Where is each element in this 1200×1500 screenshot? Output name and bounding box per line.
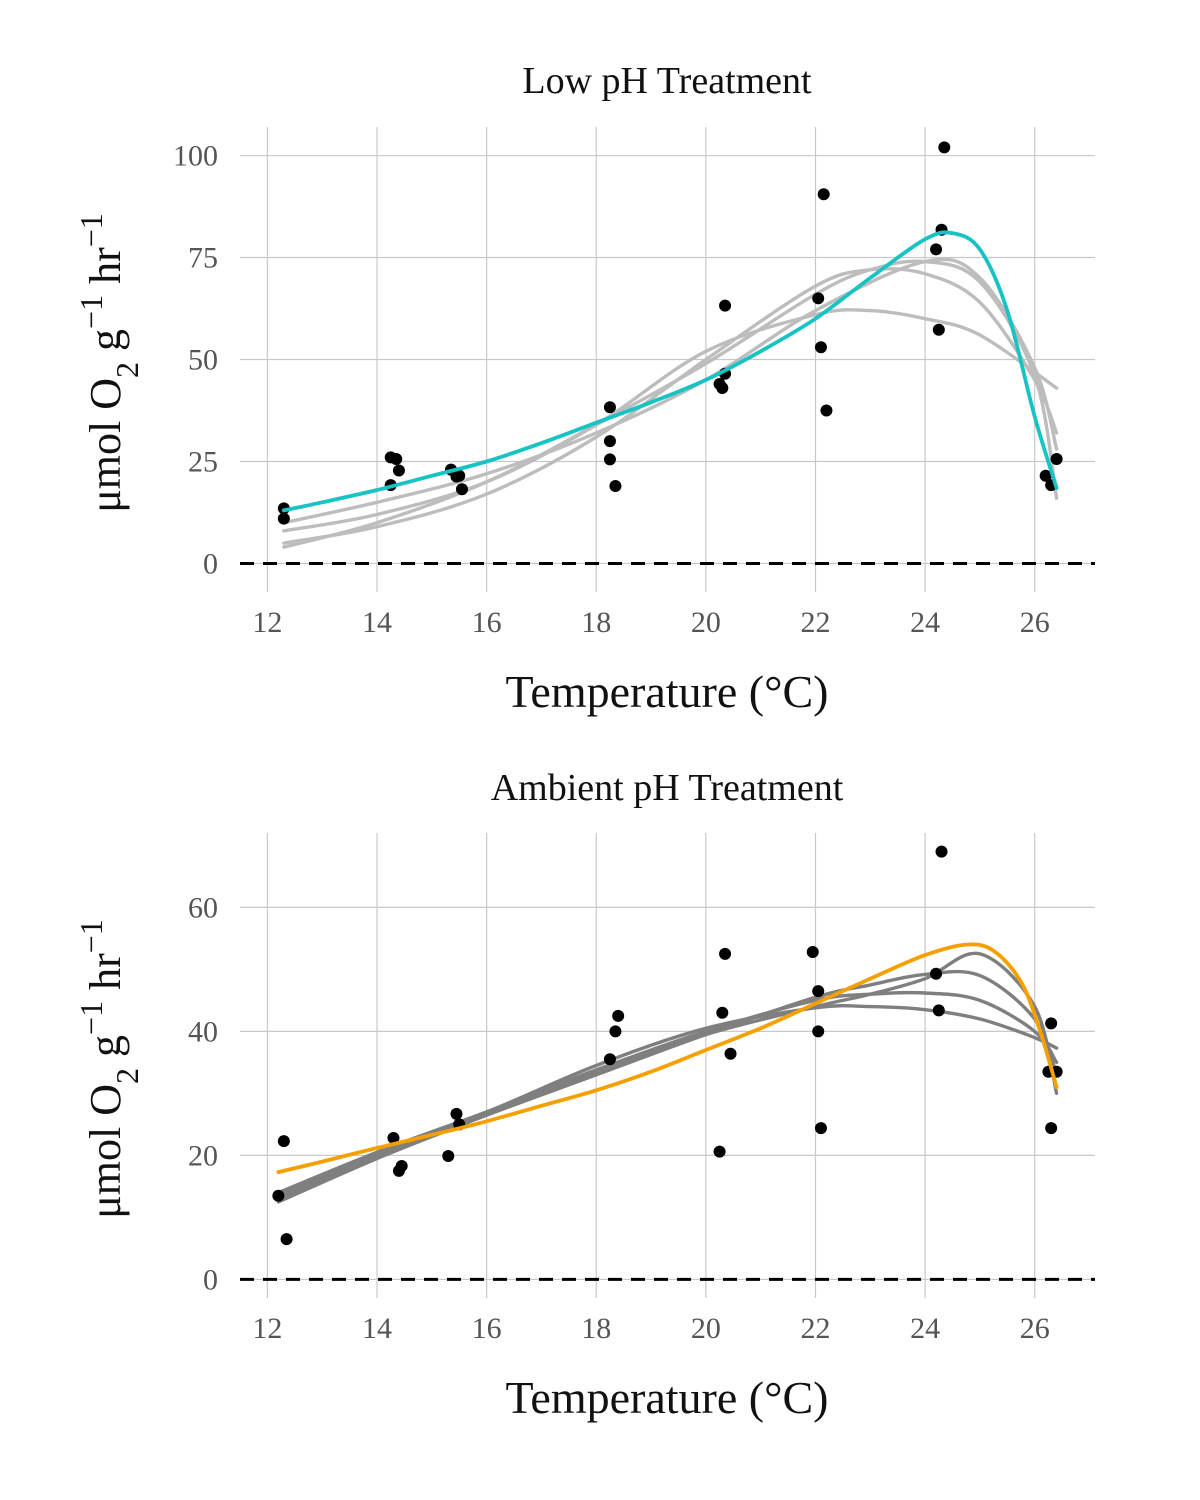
fitted-curve: [281, 230, 1059, 513]
data-point: [817, 188, 830, 201]
y-tick-label: 0: [203, 547, 218, 580]
data-point: [932, 323, 945, 336]
data-point: [716, 1006, 729, 1019]
data-point: [455, 483, 468, 496]
data-point: [935, 845, 948, 858]
data-point: [719, 947, 732, 960]
bootstrap-curve: [282, 259, 1059, 549]
plot-area: 12 14 16 18 20 22 24 26 0 20 40 60: [188, 833, 1095, 1345]
data-point: [390, 453, 403, 466]
data-point: [453, 469, 466, 482]
data-point: [719, 299, 732, 312]
data-point: [716, 382, 729, 395]
x-tick-label: 12: [252, 1312, 282, 1345]
data-point: [280, 1233, 293, 1246]
data-point: [812, 292, 825, 305]
fitted-curve: [276, 942, 1059, 1174]
y-tick-label: 50: [188, 344, 218, 377]
data-point: [806, 946, 819, 959]
data-point: [603, 401, 616, 414]
y-tick-label: 100: [173, 140, 218, 173]
data-point: [724, 1047, 737, 1060]
y-tick-label: 20: [188, 1139, 218, 1172]
data-point: [820, 404, 833, 417]
data-point: [603, 1053, 616, 1066]
bootstrap-curve: [282, 308, 1059, 533]
y-axis-label: μmol O2 g−1 hr−1: [73, 213, 145, 513]
panel-low-ph: Low pH Treatment Temperature (°C) μmol O…: [73, 60, 1095, 717]
x-tick-label: 26: [1020, 1312, 1050, 1345]
x-tick-label: 14: [362, 1312, 392, 1345]
panel-ambient-ph: Ambient pH Treatment Temperature (°C) μm…: [73, 767, 1095, 1423]
x-tick-label: 12: [252, 606, 282, 639]
y-tick-label: 25: [188, 445, 218, 478]
x-tick-label: 16: [472, 1312, 502, 1345]
chart-title: Low pH Treatment: [522, 60, 812, 102]
y-tick-label: 0: [203, 1263, 218, 1296]
bootstrap-curve: [276, 951, 1059, 1204]
data-point: [938, 141, 951, 154]
x-axis-label: Temperature (°C): [506, 1372, 829, 1423]
data-point: [930, 243, 943, 256]
data-point: [814, 1122, 827, 1135]
data-point: [814, 341, 827, 354]
x-tick-label: 22: [800, 1312, 830, 1345]
y-tick-label: 40: [188, 1015, 218, 1048]
bootstrap-curve: [282, 267, 1059, 545]
x-tick-label: 24: [910, 606, 940, 639]
x-tick-label: 16: [472, 606, 502, 639]
data-point: [609, 479, 622, 492]
data-point: [442, 1150, 455, 1163]
data-point: [450, 1107, 463, 1120]
data-point: [387, 1132, 400, 1145]
data-point: [277, 1135, 290, 1148]
data-point: [392, 464, 405, 477]
data-point: [930, 967, 943, 980]
y-tick-label: 60: [188, 891, 218, 924]
plot-area: 12 14 16 18 20 22 24 26 0 25 50 75 100: [173, 127, 1095, 639]
bootstrap-curve: [276, 1004, 1059, 1195]
bootstrap-curve: [276, 990, 1059, 1198]
x-tick-label: 18: [581, 606, 611, 639]
x-tick-label: 14: [362, 606, 392, 639]
data-point: [1045, 1017, 1058, 1030]
y-tick-label: 75: [188, 242, 218, 275]
data-point: [603, 453, 616, 466]
data-point: [1045, 1122, 1058, 1135]
data-point: [603, 435, 616, 448]
data-point: [612, 1009, 625, 1022]
x-tick-label: 26: [1020, 606, 1050, 639]
data-point: [609, 1025, 622, 1038]
x-axis-label: Temperature (°C): [506, 666, 829, 717]
data-point: [272, 1189, 285, 1202]
x-tick-label: 20: [691, 606, 721, 639]
data-point: [812, 985, 825, 998]
data-point: [1039, 469, 1052, 482]
data-point: [277, 512, 290, 525]
y-axis-label: μmol O2 g−1 hr−1: [73, 919, 145, 1219]
x-tick-label: 24: [910, 1312, 940, 1345]
data-point: [395, 1159, 408, 1172]
data-point: [812, 1025, 825, 1038]
x-tick-label: 18: [581, 1312, 611, 1345]
data-point: [932, 1004, 945, 1017]
chart-title: Ambient pH Treatment: [491, 767, 844, 809]
data-point: [713, 1145, 726, 1158]
data-point: [1050, 453, 1063, 466]
x-tick-label: 22: [800, 606, 830, 639]
x-tick-label: 20: [691, 1312, 721, 1345]
